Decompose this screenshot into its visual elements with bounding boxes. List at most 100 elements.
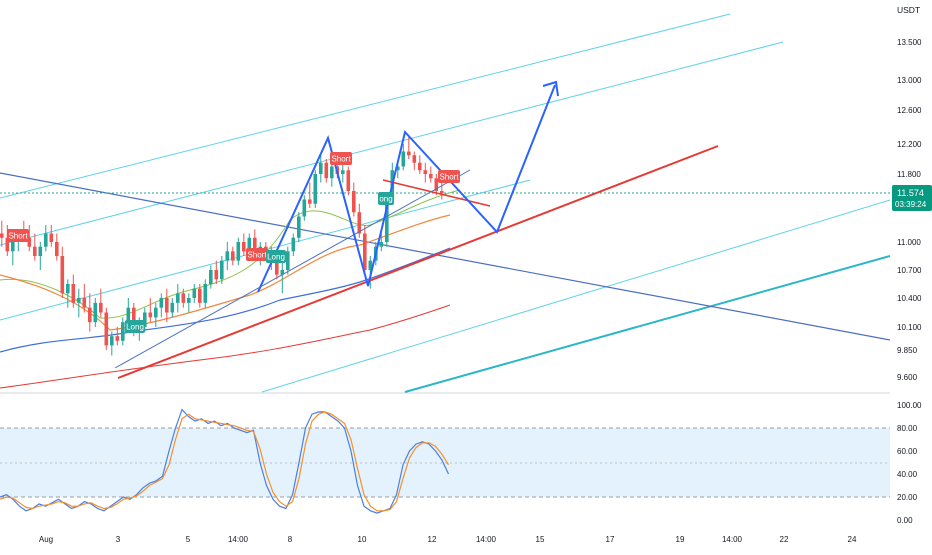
support-trendline[interactable] — [117, 145, 719, 379]
stochastic-d-line[interactable] — [0, 411, 450, 512]
time-tick-label: 12 — [428, 535, 437, 544]
bar-countdown: 03:39:24 — [895, 200, 927, 209]
price-tick-label: 11.800 — [897, 170, 921, 179]
candle[interactable] — [313, 170, 318, 208]
candle[interactable] — [187, 293, 191, 313]
candle[interactable] — [55, 233, 59, 261]
wedge-red-line[interactable] — [382, 179, 491, 207]
current-price: 11.574 — [897, 188, 924, 198]
candle[interactable] — [412, 151, 417, 171]
candle[interactable] — [148, 298, 153, 323]
candle[interactable] — [324, 159, 329, 183]
candle[interactable] — [379, 233, 384, 252]
candle[interactable] — [236, 237, 241, 266]
time-tick-label: 14:00 — [476, 535, 497, 544]
current-price-badge: 11.574 03:39:24 — [892, 185, 932, 211]
candle[interactable] — [280, 260, 285, 294]
candle[interactable] — [181, 288, 186, 308]
candle[interactable] — [99, 288, 103, 318]
candle[interactable] — [346, 166, 351, 196]
candle[interactable] — [44, 225, 48, 252]
candle[interactable] — [93, 298, 98, 327]
candle[interactable] — [77, 288, 81, 318]
stochastic-tick-label: 60.00 — [897, 447, 918, 456]
price-tick-label: 9.600 — [897, 373, 918, 382]
candlestick-series[interactable] — [0, 135, 444, 356]
wedge-blue-line[interactable] — [114, 169, 471, 369]
signal-label-text: Long — [126, 323, 144, 332]
candle[interactable] — [297, 212, 301, 242]
signal-label: Short — [7, 229, 29, 242]
channel-line-upper-2[interactable] — [0, 41, 784, 246]
candle[interactable] — [363, 225, 367, 275]
signal-label-text: Long — [267, 253, 285, 262]
candle[interactable] — [66, 279, 70, 308]
price-tick-label: 10.700 — [897, 266, 922, 275]
price-tick-label: 12.600 — [897, 106, 922, 115]
candle[interactable] — [225, 242, 230, 270]
candle[interactable] — [60, 246, 65, 298]
candle[interactable] — [38, 242, 43, 270]
candle[interactable] — [82, 284, 87, 313]
candle[interactable] — [434, 174, 439, 196]
time-axis[interactable]: Aug 3 5 14:00 8 10 12 14:00 15 17 19 14:00 22 24 — [39, 535, 857, 544]
descending-trendline[interactable] — [0, 172, 891, 341]
candle[interactable] — [27, 225, 32, 252]
candle[interactable] — [330, 162, 334, 187]
candle[interactable] — [291, 233, 296, 257]
ma-red — [0, 304, 451, 389]
pattern-path[interactable] — [257, 84, 556, 293]
candle[interactable] — [308, 182, 312, 209]
candle[interactable] — [198, 284, 202, 308]
candle[interactable] — [242, 233, 246, 257]
candle[interactable] — [0, 220, 4, 247]
candle[interactable] — [407, 135, 411, 160]
candle[interactable] — [104, 307, 109, 350]
price-tick-label: 12.200 — [897, 140, 922, 149]
channel-lines[interactable] — [0, 13, 891, 393]
candle[interactable] — [286, 246, 290, 275]
candle[interactable] — [302, 195, 307, 221]
candle[interactable] — [423, 162, 428, 183]
candle[interactable] — [110, 331, 114, 356]
time-tick-label: 17 — [606, 535, 615, 544]
candle[interactable] — [192, 284, 197, 303]
candle[interactable] — [231, 246, 235, 266]
candle[interactable] — [49, 225, 54, 247]
candle[interactable] — [401, 144, 406, 171]
channel-line-bottom[interactable] — [404, 255, 891, 393]
time-tick-label: 14:00 — [722, 535, 743, 544]
candle[interactable] — [88, 293, 92, 332]
candle[interactable] — [220, 256, 224, 284]
candle[interactable] — [71, 274, 76, 308]
candle[interactable] — [203, 279, 208, 308]
channel-line-lower[interactable] — [261, 199, 891, 393]
time-tick-label: Aug — [39, 535, 53, 544]
candle[interactable] — [121, 317, 125, 346]
channel-line-upper[interactable] — [0, 13, 731, 199]
candle[interactable] — [319, 155, 323, 183]
quote-currency-label: USDT — [897, 5, 920, 15]
candle[interactable] — [154, 302, 158, 327]
candle[interactable] — [352, 182, 356, 217]
price-tick-label: 11.000 — [897, 238, 921, 247]
candle[interactable] — [429, 166, 433, 183]
candle[interactable] — [165, 288, 169, 323]
stochastic-oscillator[interactable] — [0, 408, 450, 514]
candle[interactable] — [214, 260, 219, 284]
candle[interactable] — [33, 233, 37, 261]
candle[interactable] — [115, 327, 120, 346]
stochastic-axis[interactable]: 100.00 80.00 60.00 40.00 20.00 0.00 — [897, 401, 922, 525]
candle[interactable] — [159, 293, 164, 318]
time-tick-label: 22 — [780, 535, 789, 544]
candle[interactable] — [418, 155, 422, 174]
candle[interactable] — [170, 298, 175, 318]
pattern-arrowhead — [542, 80, 559, 97]
candle[interactable] — [341, 162, 345, 183]
candle[interactable] — [209, 265, 213, 289]
candle[interactable] — [11, 237, 15, 266]
time-tick-label: 8 — [288, 535, 293, 544]
candle[interactable] — [176, 284, 180, 313]
